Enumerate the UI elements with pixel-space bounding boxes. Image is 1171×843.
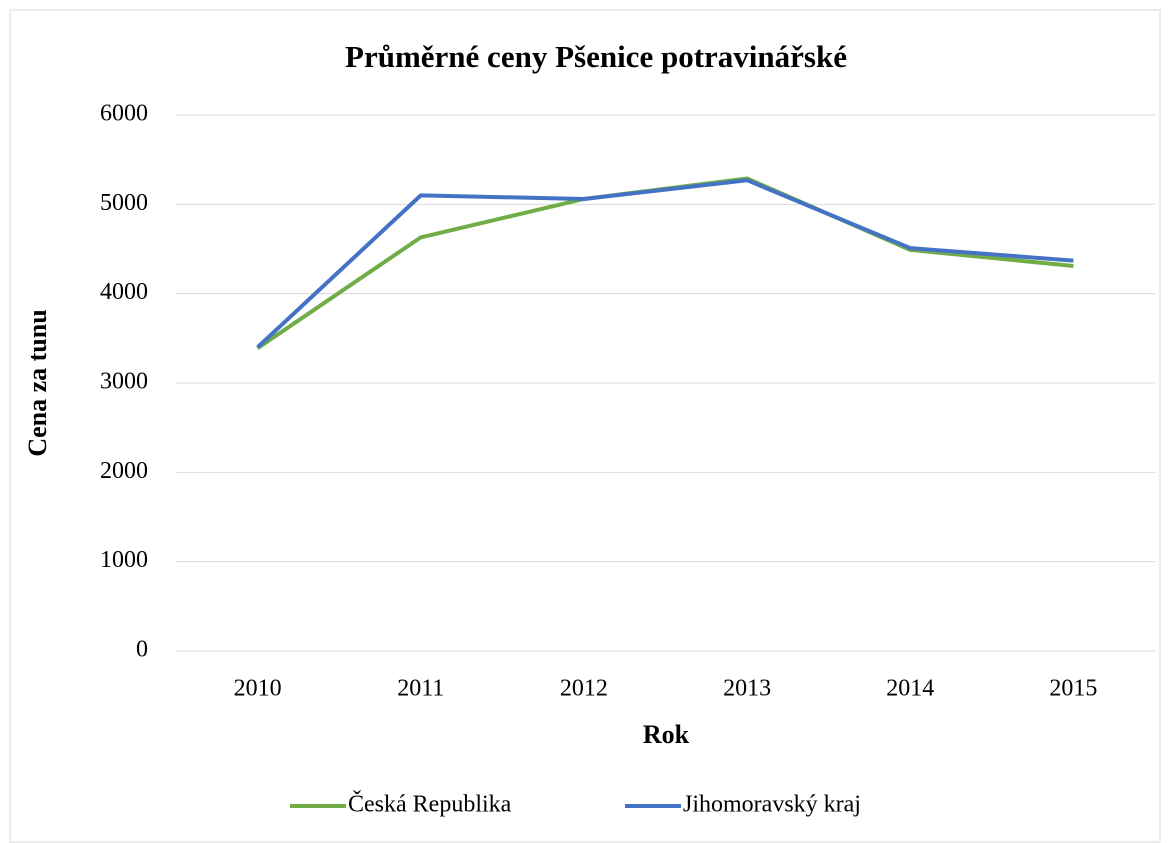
y-tick-label: 5000 (100, 190, 148, 216)
y-tick-label: 2000 (100, 458, 148, 484)
x-tick-label: 2014 (886, 676, 934, 702)
y-tick-label: 1000 (100, 547, 148, 573)
legend-label: Jihomoravský kraj (683, 792, 861, 818)
x-tick-label: 2015 (1049, 676, 1097, 702)
y-tick-label: 3000 (100, 369, 148, 395)
legend-label: Česká Republika (348, 791, 512, 818)
x-tick-label: 2012 (560, 676, 608, 702)
y-tick-label: 6000 (100, 101, 148, 127)
chart-border (9, 9, 1161, 843)
x-axis-label: Rok (643, 720, 690, 749)
x-tick-label: 2010 (234, 676, 282, 702)
chart-title: Průměrné ceny Pšenice potravinářské (345, 39, 847, 74)
y-tick-label: 0 (136, 637, 148, 663)
series-line (256, 178, 1074, 349)
x-tick-label: 2011 (397, 676, 444, 702)
y-axis-label: Cena za tunu (23, 309, 52, 456)
x-tick-label: 2013 (723, 676, 771, 702)
y-tick-label: 4000 (100, 279, 148, 305)
